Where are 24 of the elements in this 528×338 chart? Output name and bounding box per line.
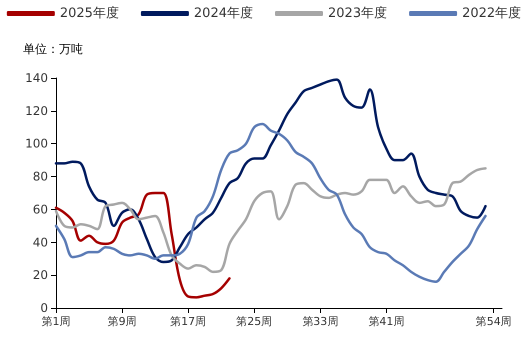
line-series (54, 167, 487, 274)
y-tick-label: 40 (32, 235, 48, 250)
y-tick-label: 100 (25, 136, 48, 151)
y-tick-label: 120 (25, 104, 48, 118)
y-tick-label: 80 (32, 170, 48, 184)
legend-label: 2024年度 (194, 5, 254, 21)
x-tick-label: 第54周 (476, 315, 512, 328)
legend-label: 2022年度 (462, 5, 522, 21)
legend-label: 2025年度 (60, 5, 119, 21)
y-tick-label: 0 (40, 301, 48, 315)
x-tick-label: 第17周 (170, 315, 206, 328)
x-tick-label: 第1周 (42, 315, 70, 328)
y-axis-title: 单位：万吨 (23, 42, 83, 56)
x-tick-label: 第9周 (108, 315, 137, 328)
line-series (54, 122, 487, 283)
y-tick-label: 60 (32, 202, 48, 216)
x-tick-label: 第33周 (302, 315, 338, 328)
line-series (54, 78, 487, 264)
line-series (54, 192, 231, 299)
y-tick-label: 140 (25, 71, 48, 85)
x-tick-label: 第41周 (368, 315, 404, 328)
x-tick-label: 第25周 (236, 315, 272, 328)
y-tick-label: 20 (32, 268, 48, 282)
legend-label: 2023年度 (328, 5, 388, 21)
